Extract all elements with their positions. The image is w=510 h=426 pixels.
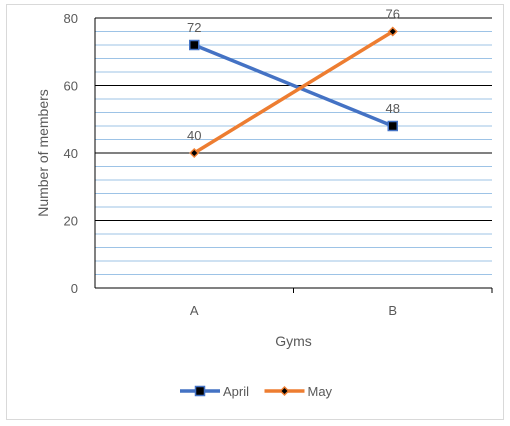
- y-tick-labels: 0 20 40 60 80: [64, 11, 78, 296]
- data-label: 76: [386, 7, 400, 22]
- x-axis-title: Gyms: [275, 333, 312, 349]
- x-tick-label: B: [388, 303, 397, 318]
- x-tick-label: A: [190, 303, 199, 318]
- legend-swatch-marker: [194, 385, 206, 397]
- major-gridlines: [95, 17, 492, 221]
- series-line-may: [193, 30, 394, 155]
- data-label: 72: [187, 20, 201, 35]
- minor-gridlines: [95, 31, 492, 275]
- legend-item-april: April: [180, 384, 249, 399]
- chart-frame: [6, 4, 504, 420]
- series-lines: [189, 26, 398, 159]
- data-labels: 72 48 40 76: [187, 7, 400, 144]
- data-label: 48: [386, 101, 400, 116]
- legend: April May: [180, 384, 333, 399]
- y-tick-label: 0: [71, 281, 78, 296]
- y-tick-label: 80: [64, 11, 78, 26]
- data-point-april: [387, 120, 398, 132]
- series-line-april: [193, 43, 394, 128]
- y-tick-label: 20: [64, 214, 78, 229]
- data-point-april: [189, 39, 200, 51]
- data-point-may: [387, 26, 398, 37]
- legend-swatch-marker: [279, 385, 290, 397]
- y-tick-label: 60: [64, 79, 78, 94]
- y-tick-label: 40: [64, 146, 78, 161]
- legend-item-may: May: [264, 384, 333, 399]
- data-point-may: [189, 147, 200, 159]
- data-label: 40: [187, 128, 201, 143]
- axes: [94, 18, 493, 293]
- legend-label: May: [308, 384, 333, 399]
- y-axis-title: Number of members: [35, 89, 51, 217]
- legend-label: April: [223, 384, 249, 399]
